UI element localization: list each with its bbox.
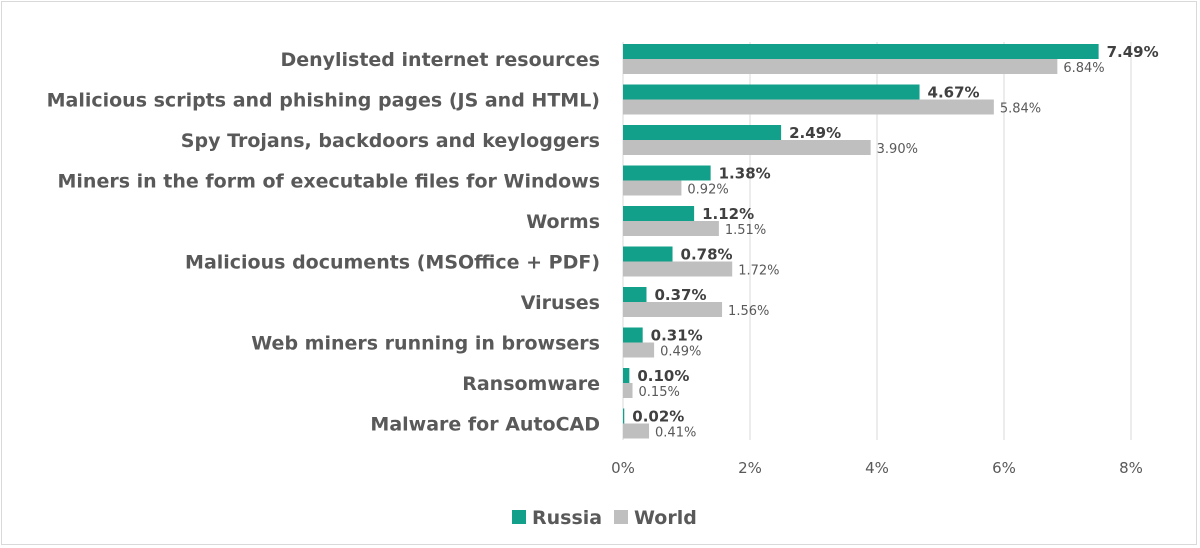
data-label-world-viruses: 1.56% [728, 304, 769, 319]
bar-russia-worms [623, 206, 695, 221]
data-label-russia-miners-in-the-form-of-executable-files-for-windows: 1.38% [719, 165, 771, 183]
category-label-ransomware: Ransomware [462, 373, 600, 395]
x-axis-tick-labels: 0% 2% 4% 6% 8% [611, 459, 1143, 477]
category-label-web-miners-running-in-browsers: Web miners running in browsers [251, 333, 600, 355]
data-label-world-malware-for-autocad: 0.41% [655, 426, 696, 441]
bar-russia-miners-in-the-form-of-executable-files-for-windows [623, 165, 711, 181]
category-label-malicious-documents-msoffice-pdf: Malicious documents (MSOffice + PDF) [185, 252, 600, 274]
bar-russia-malicious-documents-msoffice-pdf [623, 246, 673, 262]
bar-world-web-miners-running-in-browsers [623, 342, 655, 358]
category-label-miners-in-the-form-of-executable-files-for-windows: Miners in the form of executable files f… [58, 171, 600, 193]
data-label-russia-denylisted-internet-resources: 7.49% [1107, 43, 1159, 61]
bar-russia-malicious-scripts-and-phishing-pages-js-and-html [623, 84, 920, 100]
bar-russia-viruses [623, 287, 647, 302]
bar-world-malware-for-autocad [623, 423, 650, 439]
data-label-world-miners-in-the-form-of-executable-files-for-windows: 0.92% [687, 183, 728, 198]
bar-russia-spy-trojans-backdoors-and-keyloggers [623, 125, 782, 140]
category-label-malware-for-autocad: Malware for AutoCAD [370, 414, 600, 436]
bar-world-viruses [623, 302, 723, 317]
category-label-denylisted-internet-resources: Denylisted internet resources [280, 49, 600, 71]
x-tick-label-6: 6% [992, 459, 1016, 477]
category-label-malicious-scripts-and-phishing-pages-js-and-html: Malicious scripts and phishing pages (JS… [47, 90, 600, 112]
data-label-world-worms: 1.51% [725, 223, 766, 238]
data-label-russia-web-miners-running-in-browsers: 0.31% [651, 327, 703, 345]
category-label-viruses: Viruses [521, 292, 600, 314]
data-label-russia-malware-for-autocad: 0.02% [632, 408, 684, 426]
bar-world-ransomware [623, 383, 633, 398]
data-label-world-denylisted-internet-resources: 6.84% [1063, 61, 1104, 76]
data-label-russia-spy-trojans-backdoors-and-keyloggers: 2.49% [789, 124, 841, 142]
data-label-world-malicious-documents-msoffice-pdf: 1.72% [738, 264, 779, 279]
data-label-russia-viruses: 0.37% [654, 286, 706, 304]
data-label-world-web-miners-running-in-browsers: 0.49% [660, 345, 701, 360]
bars [623, 44, 1099, 439]
x-tick-label-2: 2% [738, 459, 762, 477]
data-label-world-spy-trojans-backdoors-and-keyloggers: 3.90% [877, 142, 918, 157]
legend-swatch-world [614, 510, 628, 524]
bar-russia-ransomware [623, 368, 630, 383]
data-label-russia-ransomware: 0.10% [637, 367, 689, 385]
x-tick-label-0: 0% [611, 459, 635, 477]
x-tick-label-8: 8% [1119, 459, 1143, 477]
bar-russia-web-miners-running-in-browsers [623, 327, 643, 343]
data-label-russia-malicious-scripts-and-phishing-pages-js-and-html: 4.67% [928, 84, 980, 102]
bar-russia-malware-for-autocad [623, 408, 625, 424]
x-tick-label-4: 4% [865, 459, 889, 477]
bar-russia-denylisted-internet-resources [623, 44, 1099, 59]
legend: Russia World [512, 507, 697, 529]
bar-world-spy-trojans-backdoors-and-keyloggers [623, 140, 871, 155]
bar-world-miners-in-the-form-of-executable-files-for-windows [623, 180, 682, 196]
legend-swatch-russia [512, 510, 526, 524]
category-labels: Denylisted internet resources Malicious s… [47, 49, 600, 436]
legend-label-world: World [634, 507, 697, 529]
category-label-worms: Worms [526, 211, 600, 233]
data-labels: 7.49%6.84% 4.67% 5.84% 2.49% 3.90% 1.38%0.92%… [632, 43, 1158, 441]
data-label-world-malicious-scripts-and-phishing-pages-js-and-html: 5.84% [1000, 102, 1041, 117]
legend-label-russia: Russia [532, 507, 602, 529]
data-label-russia-worms: 1.12% [702, 205, 754, 223]
category-label-spy-trojans-backdoors-and-keyloggers: Spy Trojans, backdoors and keyloggers [181, 130, 600, 152]
bar-world-denylisted-internet-resources [623, 59, 1058, 74]
bar-world-malicious-documents-msoffice-pdf [623, 261, 733, 277]
bar-world-worms [623, 221, 719, 236]
data-label-russia-malicious-documents-msoffice-pdf: 0.78% [681, 246, 733, 264]
data-label-world-ransomware: 0.15% [639, 385, 680, 400]
bar-world-malicious-scripts-and-phishing-pages-js-and-html [623, 99, 994, 115]
